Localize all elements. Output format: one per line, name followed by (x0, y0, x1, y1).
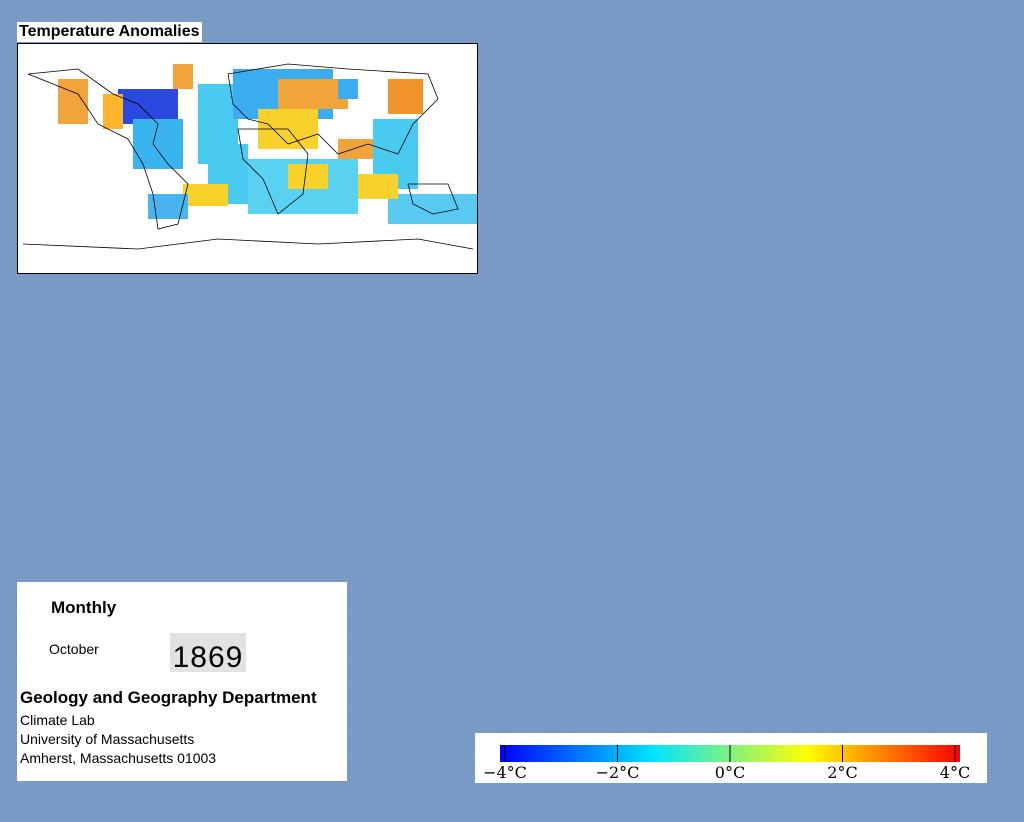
year: 1869 (170, 633, 246, 674)
map (17, 43, 478, 274)
tick-label: 0°C (715, 763, 745, 782)
tick-label: 2°C (827, 763, 857, 782)
month: October (49, 641, 99, 657)
period: Monthly (51, 598, 117, 617)
department: Geology and Geography Department (20, 688, 317, 707)
coastlines (22, 63, 474, 250)
anomaly-field (58, 64, 477, 224)
address-line: Climate Lab (20, 712, 95, 728)
colorbar: −4°C −2°C 0°C 2°C 4°C (475, 733, 987, 783)
map-title: Temperature Anomalies (17, 22, 202, 42)
tick-label: −4°C (483, 763, 527, 782)
info-panel: Monthly October 1869 Geology and Geograp… (17, 582, 347, 781)
address-line: University of Massachusetts (20, 731, 195, 747)
tick-label: −2°C (596, 763, 640, 782)
tick-label: 4°C (940, 763, 970, 782)
address-line: Amherst, Massachusetts 01003 (20, 750, 217, 766)
